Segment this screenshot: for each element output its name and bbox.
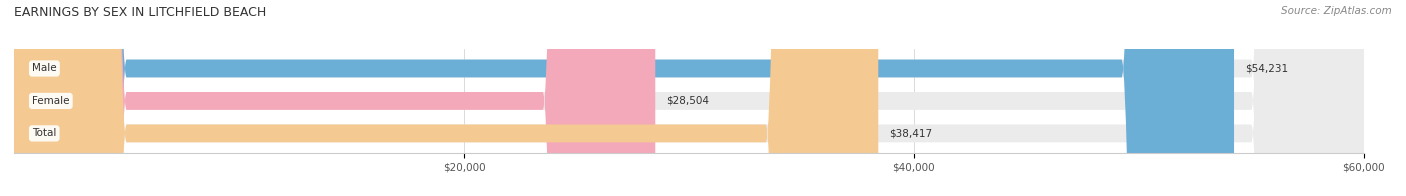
FancyBboxPatch shape [14, 0, 1364, 196]
Text: $54,231: $54,231 [1244, 64, 1288, 74]
Text: Source: ZipAtlas.com: Source: ZipAtlas.com [1281, 6, 1392, 16]
FancyBboxPatch shape [14, 0, 1364, 196]
Text: $38,417: $38,417 [889, 128, 932, 138]
Text: Total: Total [32, 128, 56, 138]
FancyBboxPatch shape [14, 0, 1364, 196]
FancyBboxPatch shape [14, 0, 655, 196]
FancyBboxPatch shape [14, 0, 1234, 196]
Text: $28,504: $28,504 [666, 96, 709, 106]
Text: Female: Female [32, 96, 69, 106]
Text: EARNINGS BY SEX IN LITCHFIELD BEACH: EARNINGS BY SEX IN LITCHFIELD BEACH [14, 6, 266, 19]
Text: Male: Male [32, 64, 56, 74]
FancyBboxPatch shape [14, 0, 879, 196]
